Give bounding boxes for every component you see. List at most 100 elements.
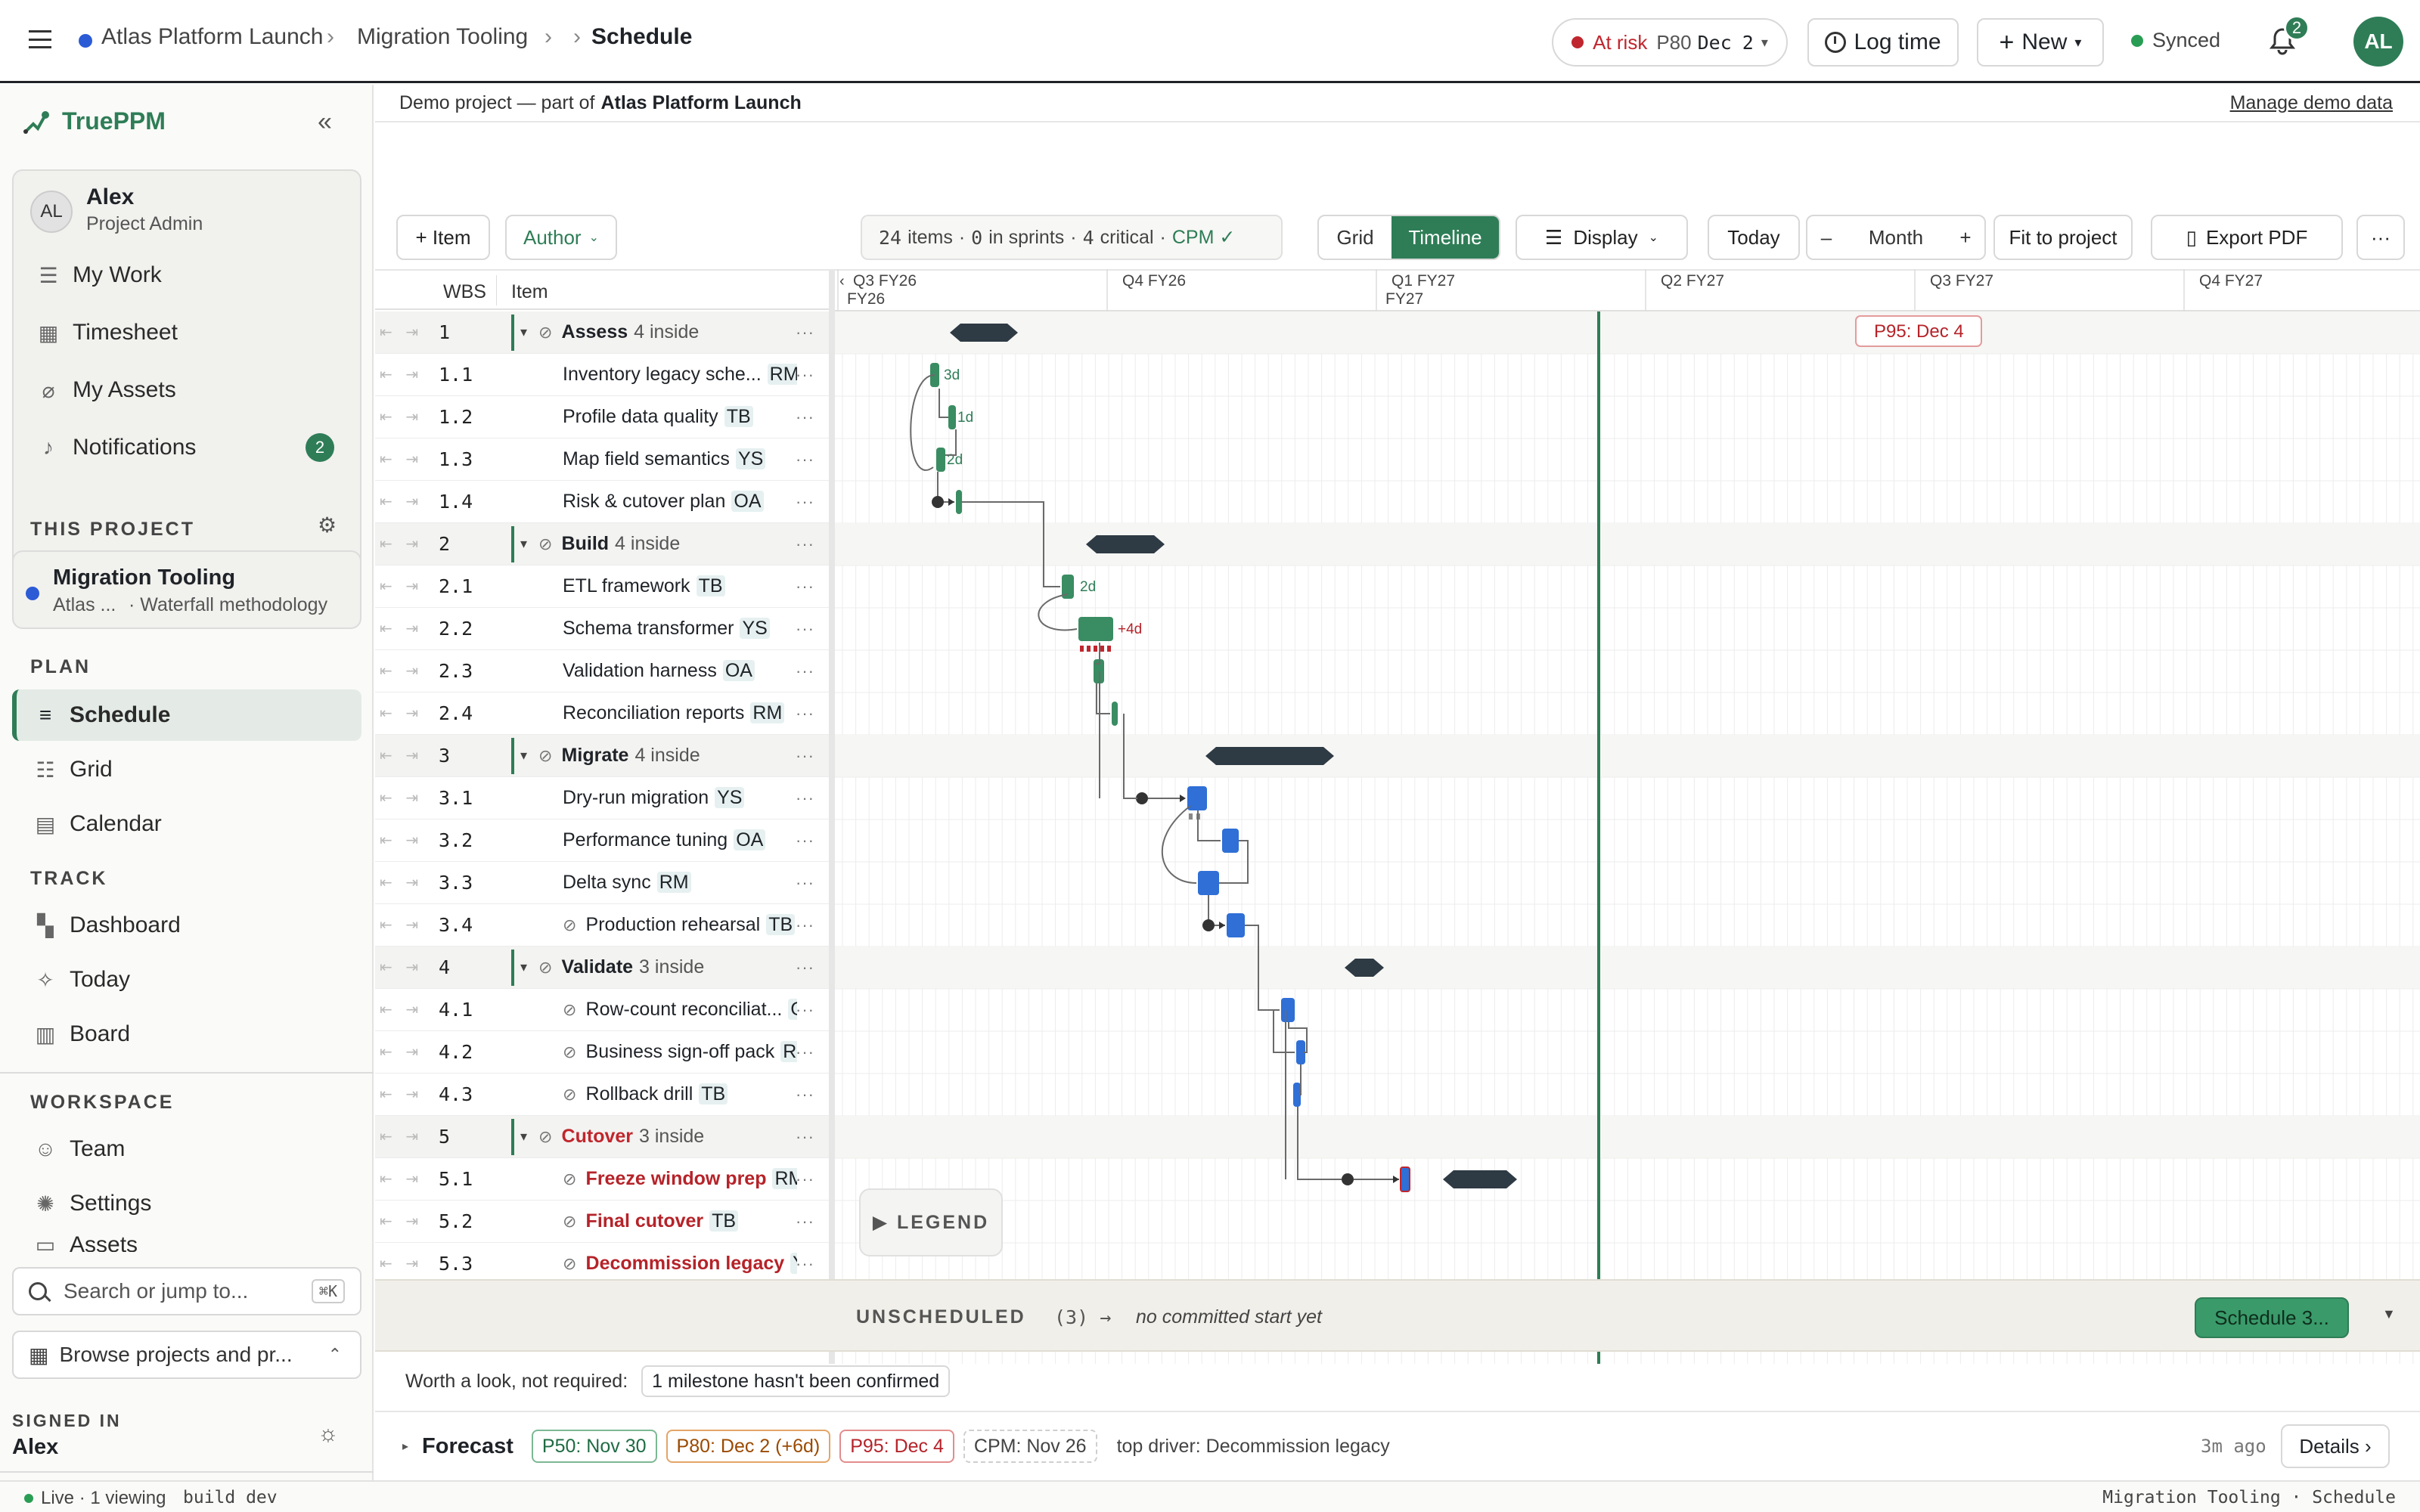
task-bar[interactable] bbox=[1296, 1040, 1305, 1064]
table-row[interactable]: ⇤ ⇥ 4.2 ⊘ Business sign-off packRM··· bbox=[375, 1031, 830, 1074]
forecast-label[interactable]: Forecast bbox=[422, 1433, 513, 1458]
sidebar-item-schedule[interactable]: ≡ Schedule bbox=[12, 689, 361, 741]
item-name-cell[interactable]: ⊘ Freeze window prep RM bbox=[563, 1168, 797, 1190]
indent-handle-icon[interactable]: ⇤ ⇥ bbox=[380, 1256, 424, 1272]
task-bar[interactable] bbox=[936, 448, 945, 472]
status-check-icon[interactable]: ⊘ bbox=[563, 1170, 582, 1188]
status-check-icon[interactable]: ⊘ bbox=[538, 746, 557, 765]
indent-handle-icon[interactable]: ⇤ ⇥ bbox=[380, 1086, 424, 1103]
row-menu-icon[interactable]: ··· bbox=[796, 1084, 814, 1104]
row-menu-icon[interactable]: ··· bbox=[796, 1253, 814, 1273]
indent-handle-icon[interactable]: ⇤ ⇥ bbox=[380, 790, 424, 807]
project-card[interactable] bbox=[12, 550, 361, 629]
search-input[interactable]: Search or jump to... ⌘K bbox=[12, 1267, 361, 1315]
menu-icon[interactable] bbox=[29, 30, 51, 48]
row-menu-icon[interactable]: ··· bbox=[796, 364, 814, 384]
row-menu-icon[interactable]: ··· bbox=[796, 576, 814, 596]
item-name-cell[interactable]: ⊘ Assess 4 inside bbox=[538, 321, 788, 343]
task-bar[interactable] bbox=[948, 405, 956, 429]
row-menu-icon[interactable]: ··· bbox=[796, 703, 814, 723]
table-row[interactable]: ⇤ ⇥ 5.1 ⊘ Freeze window prep RM ··· bbox=[375, 1158, 830, 1201]
sidebar-item-timesheet[interactable]: ▦ Timesheet bbox=[15, 307, 358, 358]
task-bar[interactable] bbox=[1227, 913, 1245, 937]
expand-caret-icon[interactable]: ▾ bbox=[520, 748, 528, 763]
indent-handle-icon[interactable]: ⇤ ⇥ bbox=[380, 1044, 424, 1061]
summary-row[interactable]: ⇤ ⇥ 1 ▾ ⊘ Assess 4 inside ··· bbox=[375, 311, 830, 354]
table-row[interactable]: ⇤ ⇥ 1.1 Inventory legacy sche... RM ··· bbox=[375, 354, 830, 396]
forecast-details-button[interactable]: Details › bbox=[2281, 1424, 2390, 1468]
project-settings-icon[interactable]: ⚙ bbox=[318, 513, 337, 537]
row-menu-icon[interactable]: ··· bbox=[796, 449, 814, 469]
indent-handle-icon[interactable]: ⇤ ⇥ bbox=[380, 875, 424, 891]
assignee-initials[interactable]: RM bbox=[767, 364, 797, 385]
sidebar-item-my-work[interactable]: ☰ My Work bbox=[15, 249, 358, 301]
task-bar[interactable] bbox=[1198, 871, 1219, 895]
row-menu-icon[interactable]: ··· bbox=[796, 872, 814, 892]
indent-handle-icon[interactable]: ⇤ ⇥ bbox=[380, 621, 424, 637]
item-name-cell[interactable]: ⊘ Production rehearsal TB bbox=[563, 914, 797, 936]
summary-row[interactable]: ⇤ ⇥ 3 ▾ ⊘ Migrate 4 inside ··· bbox=[375, 735, 830, 777]
table-splitter[interactable] bbox=[829, 269, 835, 1364]
export-pdf-button[interactable]: ▯ Export PDF bbox=[2151, 215, 2343, 260]
summary-bar[interactable] bbox=[1443, 1170, 1517, 1188]
table-row[interactable]: ⇤ ⇥ 2.1 ETL framework TB ··· bbox=[375, 565, 830, 608]
sidebar-item-grid[interactable]: ☷ Grid bbox=[12, 744, 361, 795]
row-menu-icon[interactable]: ··· bbox=[796, 999, 814, 1019]
item-name-cell[interactable]: Map field semantics YS bbox=[563, 448, 797, 470]
new-button[interactable]: + New ▾ bbox=[1977, 18, 2104, 67]
scroll-left-icon[interactable]: ‹ bbox=[839, 273, 845, 290]
indent-handle-icon[interactable]: ⇤ ⇥ bbox=[380, 367, 424, 383]
assignee-initials[interactable]: TB bbox=[724, 406, 753, 427]
unconfirmed-milestone-chip[interactable]: 1 milestone hasn't been confirmed bbox=[641, 1365, 951, 1397]
row-menu-icon[interactable]: ··· bbox=[796, 1169, 814, 1188]
assignee-initials[interactable]: OA bbox=[788, 999, 797, 1020]
item-name-cell[interactable]: ⊘ Decommission legacyYS bbox=[563, 1253, 797, 1275]
status-check-icon[interactable]: ⊘ bbox=[563, 1212, 582, 1231]
item-name-cell[interactable]: Delta sync RM bbox=[563, 872, 797, 894]
table-row[interactable]: ⇤ ⇥ 3.2 Performance tuning OA ··· bbox=[375, 820, 830, 862]
indent-handle-icon[interactable]: ⇤ ⇥ bbox=[380, 748, 424, 764]
fit-to-project-button[interactable]: Fit to project bbox=[1993, 215, 2133, 260]
table-row[interactable]: ⇤ ⇥ 2.2 Schema transformer YS ··· bbox=[375, 608, 830, 650]
sidebar-item-my-assets[interactable]: ⌀ My Assets bbox=[15, 364, 358, 416]
assignee-initials[interactable]: YS bbox=[740, 618, 770, 639]
status-check-icon[interactable]: ⊘ bbox=[563, 1085, 582, 1104]
task-bar[interactable] bbox=[1293, 1083, 1301, 1107]
table-row[interactable]: ⇤ ⇥ 1.3 Map field semantics YS ··· bbox=[375, 438, 830, 481]
item-name-cell[interactable]: ⊘ Rollback drill TB bbox=[563, 1083, 797, 1105]
table-row[interactable]: ⇤ ⇥ 4.3 ⊘ Rollback drill TB ··· bbox=[375, 1074, 830, 1116]
legend-button[interactable]: ▶ LEGEND bbox=[859, 1188, 1003, 1256]
unscheduled-count[interactable]: (3) → bbox=[1054, 1306, 1112, 1328]
item-name-cell[interactable]: Risk & cutover plan OA bbox=[563, 491, 797, 513]
summary-row[interactable]: ⇤ ⇥ 2 ▾ ⊘ Build 4 inside ··· bbox=[375, 523, 830, 565]
status-check-icon[interactable]: ⊘ bbox=[538, 1127, 557, 1146]
indent-handle-icon[interactable]: ⇤ ⇥ bbox=[380, 663, 424, 680]
sidebar-item-assets[interactable]: ▭ Assets bbox=[12, 1232, 361, 1252]
row-menu-icon[interactable]: ··· bbox=[796, 830, 814, 850]
summary-bar[interactable] bbox=[1086, 535, 1165, 553]
item-name-cell[interactable]: Performance tuning OA bbox=[563, 829, 797, 851]
expand-caret-icon[interactable]: ▾ bbox=[520, 1129, 528, 1144]
status-check-icon[interactable]: ⊘ bbox=[563, 1254, 582, 1273]
row-menu-icon[interactable]: ··· bbox=[796, 788, 814, 807]
sidebar-item-team[interactable]: ☺ Team bbox=[12, 1123, 361, 1175]
assignee-initials[interactable]: OA bbox=[734, 829, 766, 850]
row-menu-icon[interactable]: ··· bbox=[796, 1042, 814, 1061]
table-row[interactable]: ⇤ ⇥ 1.4 Risk & cutover plan OA ··· bbox=[375, 481, 830, 523]
assignee-initials[interactable]: YS bbox=[715, 787, 745, 808]
notifications-bell-icon[interactable]: 2 bbox=[2267, 15, 2310, 59]
assignee-initials[interactable]: YS bbox=[735, 448, 766, 469]
assignee-initials[interactable]: RM bbox=[656, 872, 691, 893]
task-bar[interactable] bbox=[1187, 786, 1207, 810]
item-name-cell[interactable]: ⊘ Cutover 3 inside bbox=[538, 1126, 788, 1148]
row-menu-icon[interactable]: ··· bbox=[796, 322, 814, 342]
table-row[interactable]: ⇤ ⇥ 2.3 Validation harness OA ··· bbox=[375, 650, 830, 692]
sidebar-item-board[interactable]: ▥ Board bbox=[12, 1009, 361, 1060]
assignee-initials[interactable]: RM bbox=[772, 1168, 797, 1189]
table-row[interactable]: ⇤ ⇥ 5.2 ⊘ Final cutover TB ··· bbox=[375, 1201, 830, 1243]
expand-caret-icon[interactable]: ▾ bbox=[520, 536, 528, 551]
assignee-initials[interactable]: TB bbox=[766, 914, 796, 935]
sidebar-item-today[interactable]: ✧ Today bbox=[12, 954, 361, 1005]
row-menu-icon[interactable]: ··· bbox=[796, 1211, 814, 1231]
